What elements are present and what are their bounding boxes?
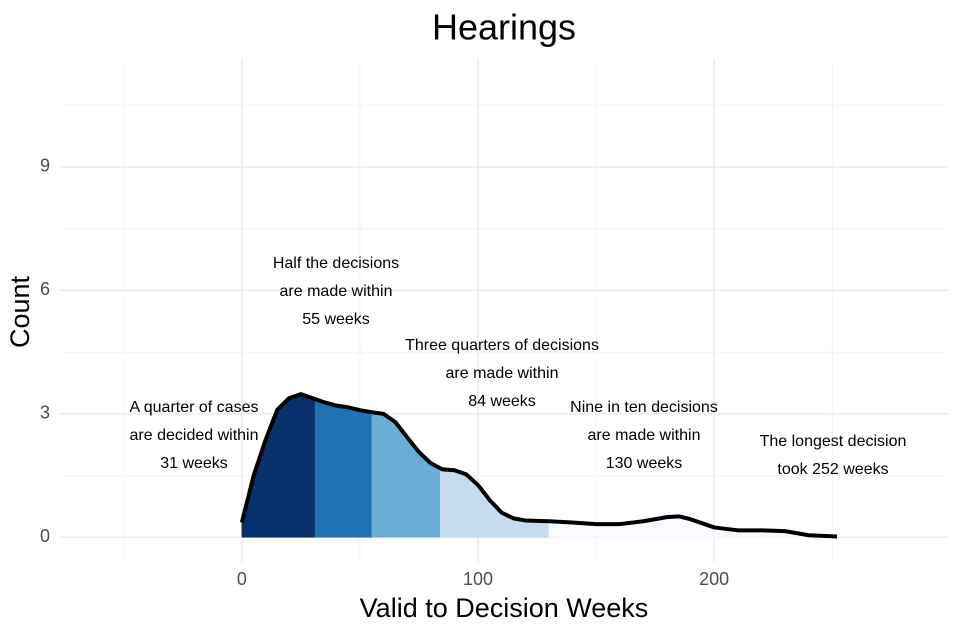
annotation: are made within [280, 283, 393, 300]
annotation: The longest decision [760, 433, 907, 450]
annotation: 31 weeks [160, 455, 228, 472]
quantile-region [314, 398, 372, 538]
annotation: Half the decisions [273, 255, 399, 272]
y-tick-label: 3 [40, 403, 50, 423]
density-line [239, 392, 838, 539]
y-tick-label: 9 [40, 156, 50, 176]
x-tick-label: 200 [699, 569, 729, 589]
x-tick-label: 100 [463, 569, 493, 589]
quantile-region [371, 411, 441, 538]
annotation: A quarter of cases [130, 399, 259, 416]
annotation: 84 weeks [468, 393, 536, 410]
annotation: took 252 weeks [777, 461, 888, 478]
annotation: 130 weeks [606, 455, 683, 472]
x-axis-title: Valid to Decision Weeks [360, 593, 649, 623]
y-tick-label: 6 [40, 279, 50, 299]
y-tick-label: 0 [40, 526, 50, 546]
annotation: Nine in ten decisions [570, 399, 718, 416]
x-tick-label: 0 [237, 569, 247, 589]
annotation: are made within [588, 427, 701, 444]
annotation: Three quarters of decisions [405, 337, 599, 354]
y-axis-title: Count [5, 275, 35, 348]
annotation: are decided within [130, 427, 259, 444]
chart-title: Hearings [432, 7, 576, 48]
annotation: 55 weeks [302, 311, 370, 328]
annotation: are made within [446, 365, 559, 382]
